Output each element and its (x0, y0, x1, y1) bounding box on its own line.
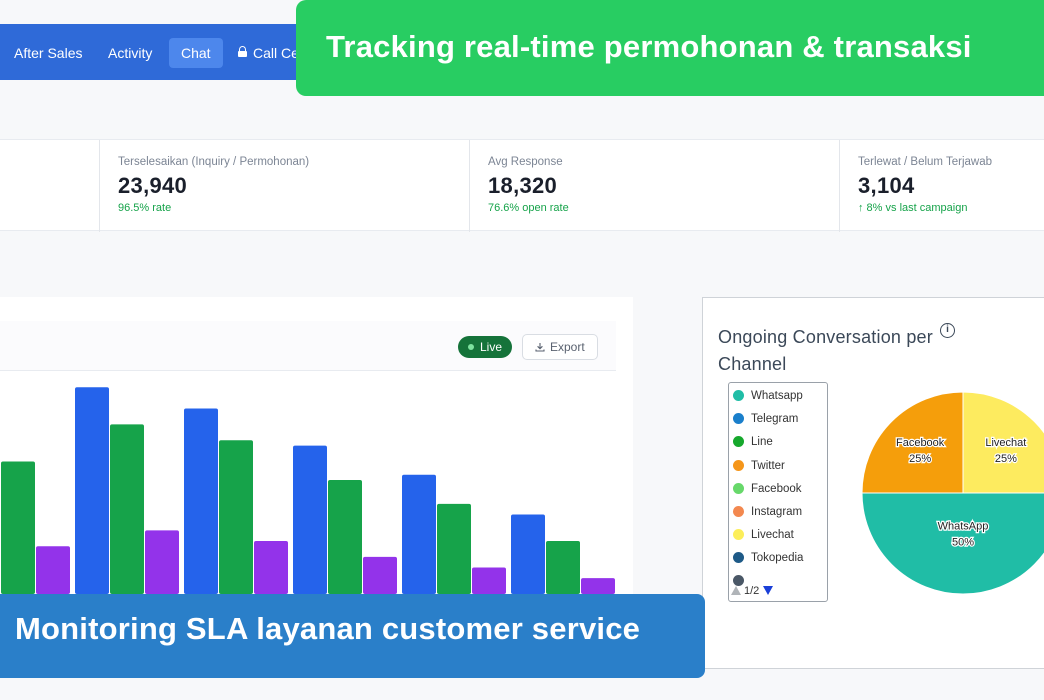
legend-label: Facebook (751, 482, 802, 495)
legend-item-tokopedia[interactable]: Tokopedia (733, 550, 803, 566)
legend-dot-icon (733, 459, 744, 471)
bar-3-2[interactable] (363, 556, 397, 594)
pie-slice-whatsapp[interactable] (861, 492, 1044, 595)
legend-item-line[interactable]: Line (733, 434, 773, 450)
nav-item-after-sales[interactable]: After Sales (14, 45, 83, 61)
stats-strip: Terselesaikan (Inquiry / Permohonan) 23,… (0, 139, 1044, 232)
pie-label: Facebook (896, 437, 945, 449)
legend-label: Livechat (751, 529, 794, 542)
nav-item-call-center[interactable]: Call Ce (226, 38, 311, 68)
bar-2-2[interactable] (254, 541, 288, 594)
legend-page-label: 1/2 (744, 585, 760, 597)
nav-item-activity[interactable]: Activity (108, 45, 153, 61)
bar-4-1[interactable] (437, 503, 471, 594)
legend-label: Telegram (751, 413, 799, 426)
pie-percent: 50% (952, 536, 974, 548)
bar-4-0[interactable] (402, 474, 436, 594)
export-button[interactable]: Export (522, 334, 598, 360)
download-icon (535, 343, 545, 352)
pie-label: WhatsApp (938, 520, 989, 532)
legend-dot-icon (733, 413, 744, 425)
pie-chart-title: Ongoing Conversation per Channel (718, 327, 933, 374)
pie-percent: 25% (909, 453, 931, 465)
stat-value: 3,104 (858, 173, 915, 198)
nav-item-chat[interactable]: Chat (169, 38, 223, 68)
bar-0-1[interactable] (1, 461, 35, 595)
stat-value: 23,940 (118, 173, 188, 198)
pie-label: Livechat (985, 437, 1026, 449)
bar-0-2[interactable] (36, 546, 70, 594)
headline-banner-top: Tracking real-time permohonan & transaks… (296, 0, 1044, 96)
legend-dot-icon (733, 506, 744, 517)
legend-label: Line (751, 436, 773, 449)
stat-sub: 96.5% rate (118, 202, 172, 214)
stat-avg-response: Avg Response 18,320 76.6% open rate (469, 140, 839, 232)
live-badge: Live (458, 336, 512, 358)
legend-label: Instagram (751, 506, 803, 518)
export-label: Export (550, 340, 585, 354)
stat-resolved: Terselesaikan (Inquiry / Permohonan) 23,… (99, 140, 469, 232)
legend-dot-icon (733, 575, 744, 586)
pie-legend: Tokopedia Livechat Instagram Facebook Twitte… (728, 382, 828, 602)
lock-icon (238, 46, 247, 57)
stat-value: 18,320 (488, 173, 558, 198)
stat-sub: ↑ 8% vs last campaign (858, 202, 968, 214)
legend-label: Twitter (751, 459, 785, 472)
pie-slice-facebook[interactable] (861, 391, 964, 494)
bar-chart-card: Live Export (0, 297, 633, 597)
legend-dot-icon (733, 390, 744, 401)
legend-label: Whatsapp (751, 390, 803, 402)
bar-1-1[interactable] (110, 424, 144, 594)
legend-dot-icon (733, 436, 744, 448)
legend-prev-icon[interactable] (731, 586, 741, 595)
legend-item-telegram[interactable]: Telegram (733, 411, 798, 427)
headline-banner-bottom: Monitoring SLA layanan customer service (0, 594, 705, 678)
bar-2-0[interactable] (184, 408, 218, 595)
bar-4-2[interactable] (472, 567, 506, 595)
bar-5-1[interactable] (546, 541, 580, 594)
stat-label: Terselesaikan (Inquiry / Permohonan) (118, 156, 310, 168)
chart-header (0, 321, 616, 371)
stat-label: Terlewat / Belum Terjawab (858, 156, 993, 168)
nav-item-call-center-label: Call Ce (253, 45, 299, 61)
legend-label: Tokopedia (751, 552, 804, 565)
legend-item-twitter[interactable]: Twitter (733, 458, 785, 474)
bar-5-2[interactable] (581, 578, 615, 594)
stat-label: Avg Response (488, 156, 563, 168)
info-icon[interactable]: i (940, 323, 955, 338)
bar-3-0[interactable] (293, 445, 327, 594)
legend-item-livechat[interactable]: Livechat (733, 527, 794, 543)
legend-pager: 1/2 (731, 584, 774, 598)
legend-dot-icon (733, 552, 744, 564)
legend-dot-icon (733, 482, 744, 494)
legend-item-facebook[interactable]: Facebook (733, 481, 802, 497)
legend-item-instagram[interactable]: Instagram (733, 504, 802, 520)
bar-2-1[interactable] (219, 440, 253, 594)
stat-missed: Terlewat / Belum Terjawab 3,104 ↑ 8% vs … (839, 140, 1044, 232)
bar-1-0[interactable] (75, 387, 109, 594)
bar-chart (1, 387, 615, 595)
legend-next-icon[interactable] (763, 586, 774, 595)
pie-slice-livechat[interactable] (962, 391, 1044, 494)
pie-percent: 25% (995, 453, 1017, 465)
pie-chart: Facebook 25% Livechat 25% WhatsApp 50% (861, 391, 1044, 595)
bar-5-0[interactable] (511, 514, 545, 595)
pie-chart-card: Facebook 25% Livechat 25% WhatsApp 50% Ongoin… (702, 297, 1044, 669)
legend-dot-icon (733, 529, 744, 541)
legend-item-whatsapp[interactable]: Whatsapp (733, 388, 803, 404)
stat-sub: 76.6% open rate (488, 202, 569, 214)
bar-1-2[interactable] (145, 530, 179, 594)
bar-3-1[interactable] (328, 480, 362, 594)
